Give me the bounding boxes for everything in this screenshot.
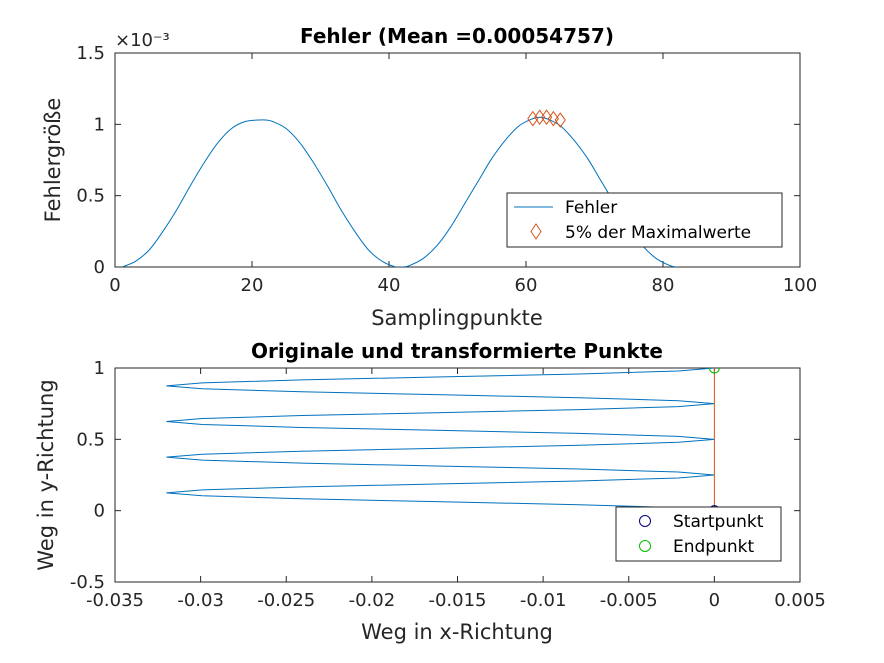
x-tick-label: 0.005: [774, 590, 826, 611]
x-tick-label: 40: [378, 275, 401, 296]
points-plot-xlabel: Weg in x-Richtung: [361, 620, 553, 644]
y-tick-label: -0.5: [70, 572, 105, 593]
x-tick-label: -0.02: [349, 590, 396, 611]
x-tick-label: -0.035: [86, 590, 144, 611]
error-plot-exponent: ×10⁻³: [115, 30, 170, 51]
points-plot: Originale und transformierte Punkte Weg …: [34, 339, 826, 644]
y-tick-label: 1: [94, 114, 105, 135]
y-tick-label: 0.5: [76, 186, 105, 207]
x-tick-label: -0.025: [257, 590, 315, 611]
legend-label-endpunkt: Endpunkt: [673, 537, 754, 557]
error-plot-xticks: 0 20 40 60 80 100: [109, 53, 817, 296]
error-plot-data: [121, 109, 677, 267]
error-plot: Fehler (Mean =0.00054757) ×10⁻³ Sampling…: [41, 24, 817, 330]
x-tick-label: 0: [109, 275, 120, 296]
legend-label-fehler: Fehler: [565, 198, 617, 218]
points-plot-xticks: -0.035 -0.03 -0.025 -0.02 -0.015 -0.01 -0.005 0…: [86, 368, 826, 611]
legend-end-marker: [639, 540, 651, 552]
x-tick-label: -0.01: [520, 590, 567, 611]
points-plot-legend: Startpunkt Endpunkt: [615, 506, 782, 562]
y-tick-label: 0: [94, 501, 105, 522]
error-plot-yticks: 0 0.5 1 1.5: [76, 43, 800, 278]
diamond-marker: [540, 109, 553, 126]
x-tick-label: -0.015: [428, 590, 486, 611]
legend-start-marker: [639, 515, 651, 527]
y-tick-label: 1.5: [76, 43, 105, 64]
legend-label-maxwerte: 5% der Maximalwerte: [565, 223, 751, 243]
error-plot-xlabel: Samplingpunkte: [371, 306, 543, 330]
x-tick-label: 60: [515, 275, 538, 296]
x-tick-label: 100: [783, 275, 817, 296]
x-tick-label: -0.03: [177, 590, 224, 611]
points-plot-title: Originale und transformierte Punkte: [251, 339, 663, 363]
error-plot-legend-box: [506, 192, 783, 248]
circle-marker: [708, 368, 720, 374]
legend-label-startpunkt: Startpunkt: [673, 512, 764, 532]
y-tick-label: 0.5: [76, 429, 105, 450]
legend-diamond-marker: [530, 223, 542, 240]
diamond-marker: [547, 110, 560, 127]
error-plot-ylabel: Fehlergröße: [41, 98, 65, 223]
y-tick-label: 0: [94, 257, 105, 278]
error-plot-legend: Fehler 5% der Maximalwerte: [506, 192, 783, 248]
y-tick-label: 1: [94, 358, 105, 379]
diamond-marker: [554, 112, 566, 128]
x-tick-label: 20: [241, 275, 264, 296]
x-tick-label: -0.005: [600, 590, 658, 611]
series-line: [121, 116, 677, 267]
x-tick-label: 80: [652, 275, 675, 296]
diamond-marker: [527, 110, 539, 127]
points-plot-yticks: -0.5 0 0.5 1: [70, 358, 800, 593]
x-tick-label: 0: [709, 590, 720, 611]
points-plot-ylabel: Weg in y-Richtung: [34, 379, 58, 570]
error-plot-title: Fehler (Mean =0.00054757): [300, 24, 614, 48]
